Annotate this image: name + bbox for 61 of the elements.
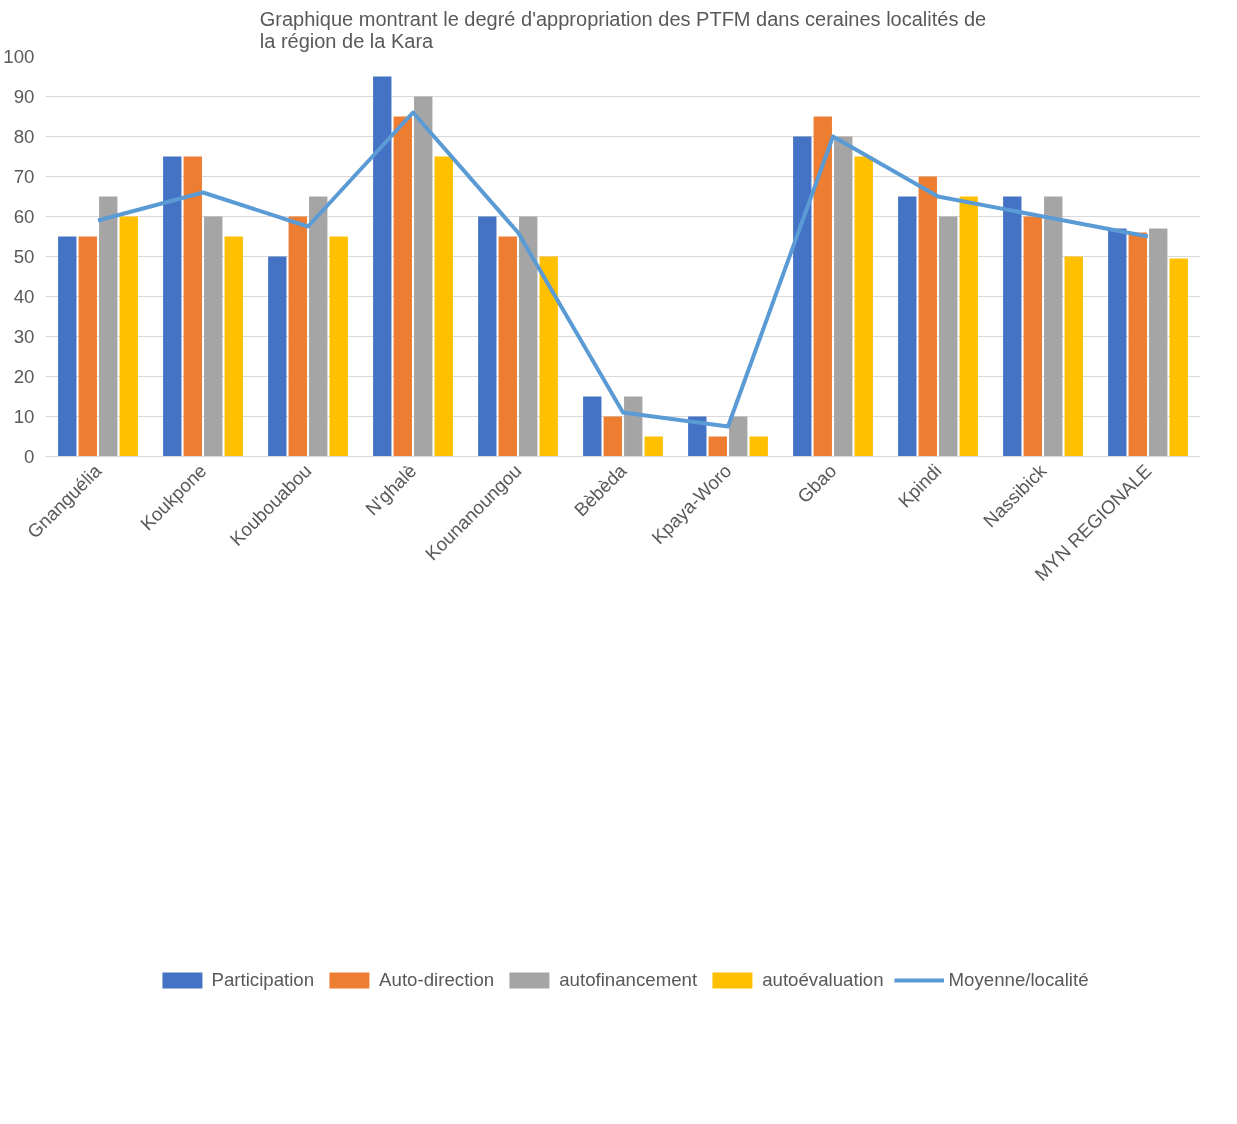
- bar: [583, 396, 602, 457]
- bar: [393, 116, 412, 457]
- bar: [204, 216, 223, 457]
- bar: [163, 156, 182, 457]
- bar: [434, 156, 453, 457]
- bar: [1169, 258, 1188, 457]
- bar: [939, 216, 958, 457]
- bar: [78, 236, 97, 457]
- bar: [793, 136, 812, 457]
- y-tick-label: 70: [13, 166, 35, 187]
- y-tick-label: 20: [13, 366, 35, 387]
- bar: [1128, 232, 1147, 457]
- bar: [1003, 196, 1022, 457]
- y-tick-label: 50: [13, 246, 35, 267]
- bar: [1044, 196, 1063, 457]
- y-tick-label: 80: [13, 126, 35, 147]
- bar: [224, 236, 243, 457]
- y-tick-label: 40: [13, 286, 35, 307]
- legend-label: Participation: [211, 968, 315, 991]
- y-tick-label: 100: [3, 46, 35, 67]
- bar: [898, 196, 917, 457]
- bar: [854, 156, 873, 457]
- bar: [834, 136, 853, 457]
- bar: [749, 436, 768, 457]
- legend-label: autofinancement: [559, 968, 698, 991]
- bar: [624, 396, 643, 457]
- bar: [918, 176, 937, 457]
- bar: [813, 116, 832, 457]
- bar: [644, 436, 663, 457]
- bar: [708, 436, 727, 457]
- bar: [1108, 228, 1127, 457]
- bar: [288, 216, 307, 457]
- y-tick-label: 10: [13, 406, 35, 427]
- bar: [1064, 256, 1083, 457]
- bar: [478, 216, 497, 457]
- bar: [119, 216, 138, 457]
- y-tick-label: 30: [13, 326, 35, 347]
- y-tick-label: 90: [13, 86, 35, 107]
- chart-title: Graphique montrant le degré d'appropriation des PTFM dans ceraines localités de la région de la Kara: [259, 7, 987, 52]
- bar: [729, 416, 748, 457]
- legend-label: autoévaluation: [762, 968, 884, 991]
- bar: [539, 256, 558, 457]
- bar: [309, 196, 328, 457]
- legend-label: Moyenne/localité: [948, 968, 1089, 991]
- bar: [268, 256, 287, 457]
- bar: [183, 156, 202, 457]
- bar: [58, 236, 77, 457]
- bar: [498, 236, 517, 457]
- bar: [1149, 228, 1168, 457]
- bar: [1023, 216, 1042, 457]
- bar: [329, 236, 348, 457]
- legend-label: Auto-direction: [379, 968, 495, 991]
- bar: [603, 416, 622, 457]
- y-tick-label: 60: [13, 206, 35, 227]
- bar: [959, 196, 978, 457]
- y-tick-label: 0: [24, 446, 35, 467]
- line-series: [96, 110, 1150, 429]
- bar: [414, 96, 433, 457]
- bar: [519, 216, 538, 457]
- bar: [99, 196, 118, 457]
- bar: [373, 76, 392, 457]
